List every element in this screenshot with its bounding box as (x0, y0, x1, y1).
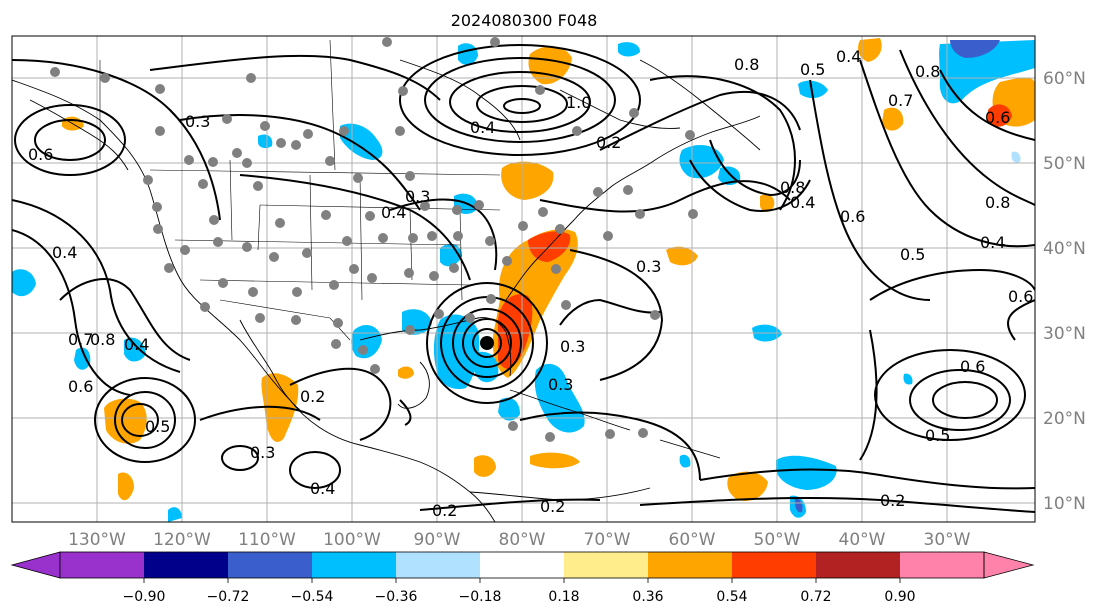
contour-label: 0.5 (800, 60, 825, 79)
coastlines (12, 59, 761, 522)
colorbar-segment (564, 552, 648, 578)
colorbar-lower-extend (10, 551, 61, 579)
contour-label: 0.8 (90, 330, 115, 349)
colorbar-upper-extend (983, 551, 1035, 579)
lat-label: 50°N (1043, 154, 1086, 174)
colorbar-tick-label: −0.90 (123, 589, 166, 605)
contour-label: 0.4 (980, 233, 1005, 252)
colorbar-segment (396, 552, 480, 578)
contour-label: 0.5 (900, 245, 925, 264)
lon-label: 100°W (323, 530, 381, 550)
station-markers (50, 37, 698, 442)
colorbar-tick-label: 0.18 (548, 589, 579, 605)
colorbar-tick-label: 0.90 (884, 589, 915, 605)
contour-label: 0.4 (790, 193, 815, 212)
shaded-field (12, 38, 1035, 522)
contour-label: 0.4 (470, 118, 495, 137)
lon-label: 40°W (839, 530, 886, 550)
contour-label: 0.8 (985, 193, 1010, 212)
contour-label: 0.3 (560, 337, 585, 356)
longitude-labels: 130°W 120°W 110°W 100°W 90°W 80°W 70°W 6… (68, 530, 971, 550)
contour-label: 0.6 (840, 207, 865, 226)
colorbar-segment (648, 552, 732, 578)
colorbar-tick-label: 0.54 (716, 589, 747, 605)
contour-label: 0.7 (888, 91, 913, 110)
contour-label: 0.4 (124, 335, 149, 354)
contour-label: 0.2 (596, 133, 621, 152)
contour-labels: 0.3 0.6 0.4 0.7 0.8 0.4 0.6 0.5 0.2 0.3 … (28, 47, 1033, 520)
contour-label: 0.3 (636, 257, 661, 276)
lon-label: 50°W (754, 530, 801, 550)
lat-label: 20°N (1043, 409, 1086, 429)
colorbar: −0.90 −0.72 −0.54 −0.36 −0.18 0.18 0.36 … (10, 551, 1035, 605)
lat-label: 10°N (1043, 494, 1086, 514)
colorbar-segment (900, 552, 984, 578)
colorbar-segment (732, 552, 816, 578)
colorbar-segment (480, 552, 564, 578)
contour-label: 0.2 (300, 387, 325, 406)
contour-label: 0.6 (960, 357, 985, 376)
colorbar-tick-label: −0.18 (459, 589, 502, 605)
colorbar-tick-label: −0.54 (291, 589, 334, 605)
colorbar-tick-label: −0.72 (207, 589, 250, 605)
contour-label: 0.8 (734, 55, 759, 74)
colorbar-segment (60, 552, 144, 578)
lat-label: 40°N (1043, 239, 1086, 259)
lon-label: 70°W (584, 530, 631, 550)
contour-label: 1.0 (566, 93, 591, 112)
colorbar-segment (312, 552, 396, 578)
gridlines (12, 36, 1035, 522)
contour-label: 0.6 (985, 108, 1010, 127)
lon-label: 30°W (924, 530, 971, 550)
contour-label: 0.4 (381, 203, 406, 222)
contour-label: 0.2 (432, 501, 457, 520)
colorbar-segment (144, 552, 228, 578)
colorbar-segment (228, 552, 312, 578)
contours (12, 44, 1035, 513)
colorbar-tick-label: 0.36 (632, 589, 663, 605)
contour-label: 0.5 (145, 417, 170, 436)
lat-label: 60°N (1043, 69, 1086, 89)
contour-label: 0.3 (548, 375, 573, 394)
map-frame (11, 35, 1036, 523)
map-title: 2024080300 F048 (451, 11, 598, 30)
contour-label: 0.4 (52, 243, 77, 262)
contour-label: 0.6 (1008, 287, 1033, 306)
lon-label: 90°W (414, 530, 461, 550)
contour-label: 0.4 (310, 479, 335, 498)
lon-label: 120°W (153, 530, 211, 550)
contour-label: 0.3 (405, 187, 430, 206)
contour-label: 0.5 (925, 426, 950, 445)
contour-label: 0.6 (28, 145, 53, 164)
contour-label: 0.2 (540, 497, 565, 516)
contour-label: 0.4 (836, 47, 861, 66)
map-area: 0.3 0.6 0.4 0.7 0.8 0.4 0.6 0.5 0.2 0.3 … (12, 36, 1035, 522)
lon-label: 110°W (238, 530, 296, 550)
latitude-labels: 60°N 50°N 40°N 30°N 20°N 10°N (1043, 69, 1086, 514)
lon-label: 80°W (499, 530, 546, 550)
colorbar-tick-label: 0.72 (800, 589, 831, 605)
contour-label: 0.8 (915, 62, 940, 81)
lon-label: 60°W (669, 530, 716, 550)
contour-label: 0.3 (250, 443, 275, 462)
lat-label: 30°N (1043, 324, 1086, 344)
contour-label: 0.2 (880, 491, 905, 510)
contour-label: 0.6 (68, 377, 93, 396)
colorbar-segment (816, 552, 900, 578)
contour-label: 0.8 (780, 178, 805, 197)
contour-label: 0.3 (185, 112, 210, 131)
contour-label: 0.7 (68, 330, 93, 349)
lon-label: 130°W (68, 530, 126, 550)
colorbar-tick-label: −0.36 (375, 589, 418, 605)
